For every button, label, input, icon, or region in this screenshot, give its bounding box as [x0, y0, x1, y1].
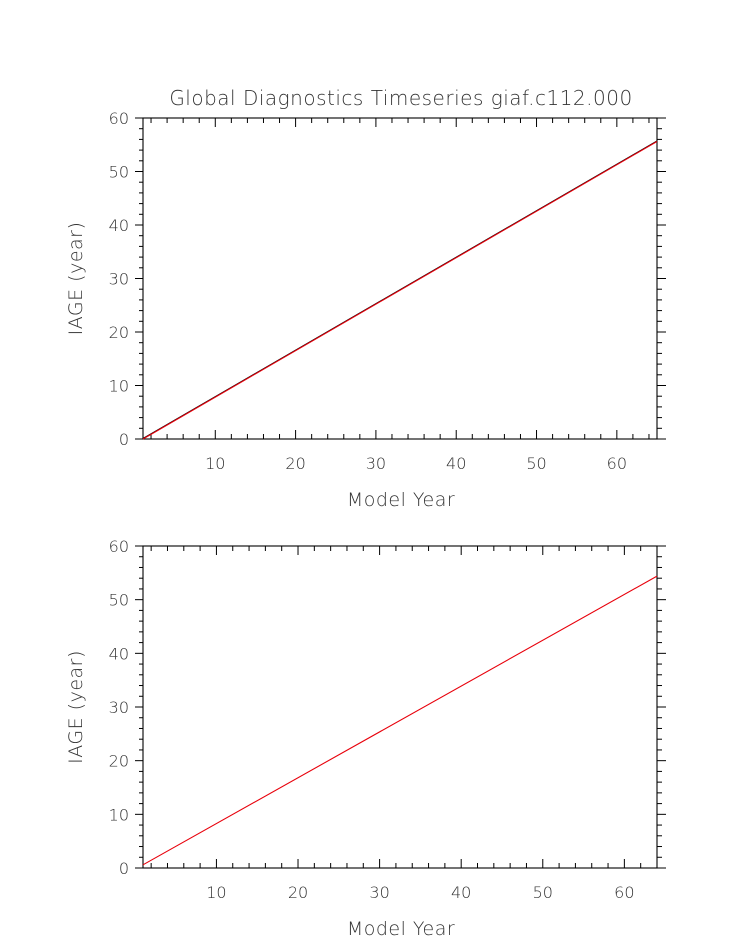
y-tick-label: 40 [109, 216, 129, 235]
series-line-2 [142, 141, 658, 440]
y-tick-label: 50 [109, 591, 129, 610]
x-tick-label: 20 [285, 454, 305, 473]
x-tick-label: 50 [526, 454, 546, 473]
x-tick-label: 10 [205, 454, 225, 473]
x-tick-label: 30 [369, 883, 389, 902]
x-tick-label: 30 [366, 454, 386, 473]
y-axis-label: IAGE (year) [65, 222, 87, 336]
y-tick-label: 20 [109, 323, 129, 342]
x-axis-label: Model Year [347, 489, 455, 511]
x-tick-label: 50 [533, 883, 553, 902]
y-tick-label: 30 [109, 270, 129, 289]
y-axis-label: IAGE (year) [65, 650, 87, 764]
x-tick-label: 40 [446, 454, 466, 473]
plot-frame [142, 545, 658, 869]
y-tick-label: 10 [109, 805, 129, 824]
x-tick-label: 60 [607, 454, 627, 473]
y-tick-label: 0 [119, 859, 129, 878]
series-line-1 [142, 575, 658, 866]
y-tick-label: 20 [109, 752, 129, 771]
x-axis-label: Model Year [347, 918, 455, 940]
y-tick-label: 40 [109, 644, 129, 663]
y-tick-label: 60 [109, 537, 129, 556]
x-tick-label: 10 [206, 883, 226, 902]
chart-1: 10 20 30 40 50 60 0 10 20 30 40 50 60 Model Year IAGE … [65, 86, 666, 511]
y-tick-label: 60 [109, 109, 129, 128]
x-tick-label: 20 [288, 883, 308, 902]
y-tick-label: 30 [109, 698, 129, 717]
y-tick-label: 0 [119, 430, 129, 449]
chart-2: 10 20 30 40 50 60 0 10 20 30 40 50 60 Model Year IAGE … [65, 537, 666, 940]
x-tick-label: 40 [451, 883, 471, 902]
x-tick-label: 60 [614, 883, 634, 902]
chart-title: Global Diagnostics Timeseries giaf.c112.… [169, 86, 632, 110]
y-tick-label: 10 [109, 377, 129, 396]
plot-frame [142, 117, 658, 440]
y-tick-label: 50 [109, 163, 129, 182]
